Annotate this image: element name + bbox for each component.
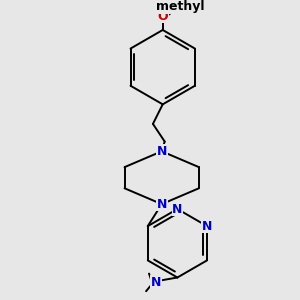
Text: N: N bbox=[157, 145, 167, 158]
Text: N: N bbox=[172, 202, 183, 215]
Text: O: O bbox=[158, 10, 168, 23]
Text: N: N bbox=[157, 198, 167, 211]
Text: N: N bbox=[151, 276, 161, 289]
Text: N: N bbox=[202, 220, 212, 232]
Text: methyl: methyl bbox=[156, 0, 205, 13]
